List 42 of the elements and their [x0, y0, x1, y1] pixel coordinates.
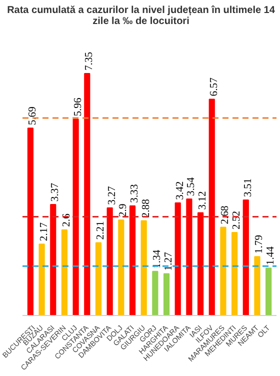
data-label: 2.68: [220, 206, 232, 224]
data-label: 2.21: [95, 221, 106, 240]
data-label: 3.54: [186, 176, 198, 196]
data-label: 3.12: [198, 191, 209, 210]
bar: [163, 273, 170, 316]
bar: [61, 229, 68, 316]
bar: [118, 220, 124, 316]
bar: [152, 270, 158, 316]
data-label: 3.33: [129, 184, 140, 203]
data-label: 5.69: [27, 106, 38, 126]
data-label: 3.27: [106, 186, 118, 205]
data-label: 1.44: [266, 246, 277, 266]
bar: [254, 256, 260, 316]
bar: [197, 212, 204, 316]
data-label: 6.57: [208, 76, 220, 96]
bar: [72, 118, 79, 316]
data-label: 2.88: [140, 199, 152, 218]
data-label: 3.42: [174, 181, 186, 200]
bar: [27, 128, 34, 316]
bar: [50, 204, 56, 316]
bar: [106, 207, 113, 316]
bar: [242, 199, 249, 316]
bar: [38, 244, 45, 316]
chart-title: Rata cumulată a cazurilor la nivel județean în ultimele 14 zile la ‰ de locuitori: [6, 5, 276, 27]
data-label: 1.79: [254, 234, 266, 254]
bar: [140, 220, 147, 316]
bar: [231, 232, 238, 316]
bar: [186, 198, 192, 316]
bar: [220, 226, 226, 316]
data-label: 1.27: [164, 251, 175, 271]
bar: [129, 205, 136, 316]
bar: [266, 268, 272, 316]
bar: [208, 98, 215, 316]
data-label: 2.17: [38, 222, 50, 242]
data-label: 3.37: [50, 182, 62, 202]
bar: [174, 202, 181, 316]
data-label: 5.96: [72, 96, 84, 116]
data-label: 7.35: [84, 52, 96, 71]
bar: [95, 242, 102, 316]
data-label: 2.9: [118, 204, 130, 218]
bar: [84, 73, 90, 316]
data-label: 3.51: [242, 178, 254, 197]
